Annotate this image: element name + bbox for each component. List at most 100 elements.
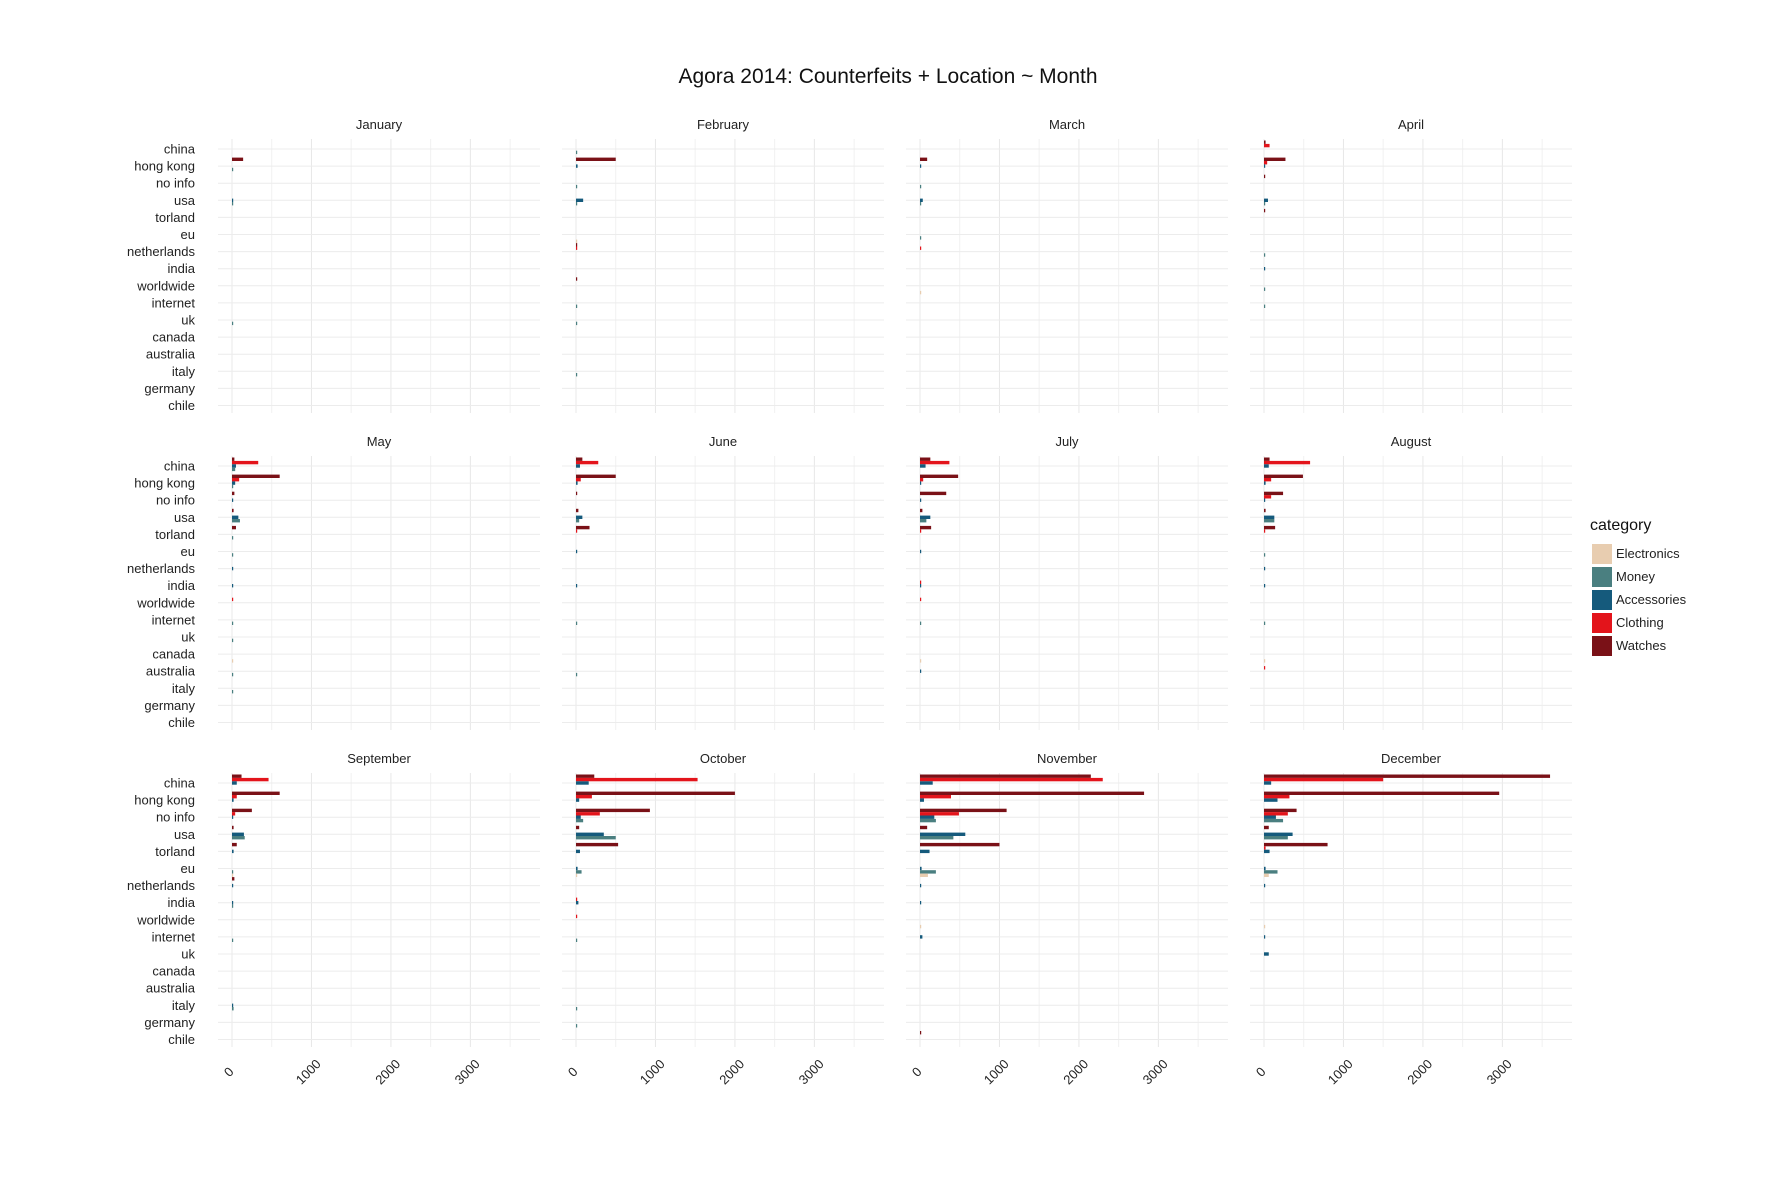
bar-accessories-no-info — [232, 815, 234, 819]
bar-accessories-eu — [920, 549, 922, 554]
x-tick-label: 3000 — [1484, 1056, 1515, 1087]
bar-clothing-hong-kong — [1264, 795, 1290, 799]
bar-accessories-eu — [1264, 866, 1266, 871]
y-tick-label: hong kong — [134, 793, 195, 808]
bar-watches-chile — [920, 1031, 922, 1035]
bar-money-internet — [1264, 621, 1266, 625]
bar-watches-china — [576, 457, 583, 461]
y-tick-label: uk — [181, 630, 195, 645]
bar-watches-usa — [576, 825, 580, 830]
y-tick-label: eu — [181, 544, 195, 559]
bar-accessories-china — [232, 781, 237, 785]
panel-december: December 0 1000 2000 3000 — [1250, 751, 1572, 1087]
panel-september: September china hong kong no info usa torland… — [127, 751, 540, 1087]
bar-money-uk — [232, 638, 234, 643]
bar-money-internet — [1264, 304, 1266, 308]
bar-watches-no-info — [1264, 491, 1284, 496]
bar-money-usa — [576, 836, 616, 840]
bar-watches-usa — [1264, 508, 1266, 513]
bar-money-usa — [232, 202, 234, 206]
bar-money-uk — [576, 321, 578, 326]
bar-electronics-worldwide — [1264, 924, 1266, 929]
panel-october: October 0 1000 2000 3000 — [562, 751, 884, 1087]
legend-label: Electronics — [1616, 546, 1680, 561]
legend-swatch-clothing — [1592, 613, 1612, 633]
bar-watches-hong-kong — [1264, 791, 1500, 795]
bar-electronics-eu — [1264, 873, 1269, 877]
bar-watches-no-info — [232, 491, 235, 496]
y-tick-label: torland — [155, 844, 195, 859]
bar-clothing-no-info — [232, 812, 236, 816]
bar-accessories-hong-kong — [576, 481, 578, 485]
bar-electronics-worldwide — [920, 924, 922, 929]
x-tick-label: 3000 — [796, 1056, 827, 1087]
bar-watches-usa — [1264, 825, 1269, 830]
bar-money-no-info — [1264, 818, 1284, 823]
bar-clothing-hong-kong — [576, 478, 581, 482]
bar-electronics-canada — [920, 659, 922, 663]
bar-accessories-torland — [1264, 849, 1270, 854]
bar-accessories-australia — [920, 669, 922, 673]
bar-accessories-usa — [1264, 515, 1275, 519]
bar-electronics-eu — [576, 239, 578, 243]
y-tick-label: internet — [152, 295, 196, 310]
bar-clothing-hong-kong — [1264, 478, 1272, 482]
y-tick-label: italy — [172, 364, 196, 379]
bar-watches-hong-kong — [576, 791, 735, 795]
bar-accessories-india — [232, 901, 234, 905]
legend-swatch-electronics — [1592, 544, 1612, 564]
bar-money-eu — [576, 870, 582, 874]
bar-watches-china — [1264, 457, 1270, 461]
y-tick-label: usa — [174, 510, 196, 525]
x-tick-label: 0 — [221, 1064, 237, 1080]
bar-watches-torland — [232, 525, 236, 530]
bar-accessories-no-info — [576, 815, 581, 819]
bar-watches-torland — [576, 525, 590, 530]
bar-money-internet — [576, 938, 578, 942]
bar-money-torland — [232, 536, 234, 540]
bar-clothing-india — [920, 580, 922, 584]
bar-electronics-canada — [232, 659, 234, 663]
bar-accessories-china — [920, 464, 926, 468]
panel-title: July — [1055, 434, 1079, 449]
bar-accessories-uk — [1264, 952, 1269, 956]
y-tick-label: no info — [156, 810, 195, 825]
bar-accessories-hong-kong — [576, 164, 578, 168]
bar-clothing-china — [576, 777, 698, 782]
bar-accessories-hong-kong — [920, 481, 922, 485]
bar-electronics-eu — [920, 873, 928, 877]
panel-february: February — [562, 117, 884, 413]
bar-accessories-usa — [232, 198, 234, 202]
bar-money-australia — [576, 672, 578, 677]
bar-clothing-torland — [1264, 846, 1266, 850]
bar-accessories-torland — [576, 849, 580, 854]
bar-accessories-netherlands — [1264, 883, 1266, 888]
bar-money-eu — [232, 553, 234, 557]
bar-accessories-india — [1264, 267, 1266, 271]
y-tick-label: germany — [144, 1015, 195, 1030]
bar-money-usa — [920, 202, 922, 206]
bar-clothing-torland — [1264, 529, 1266, 533]
bar-watches-usa — [920, 825, 928, 830]
bar-clothing-hong-kong — [1264, 161, 1268, 165]
bar-money-italy — [576, 373, 578, 377]
panel-january: January china hong kong no info usa torland eu… — [127, 117, 540, 413]
bar-money-no-info — [576, 818, 584, 823]
bar-money-india — [232, 904, 234, 908]
bar-clothing-torland — [920, 529, 922, 533]
bar-watches-usa — [576, 508, 579, 513]
bar-watches-no-info — [576, 491, 578, 496]
x-tick-label: 2000 — [1404, 1056, 1435, 1087]
y-tick-label: no info — [156, 493, 195, 508]
bar-money-usa — [1264, 202, 1266, 206]
bar-money-usa — [232, 836, 245, 840]
panel-july: July — [906, 434, 1228, 730]
x-tick-label: 3000 — [1140, 1056, 1171, 1087]
bar-clothing-china — [920, 777, 1103, 782]
y-tick-label: eu — [181, 227, 195, 242]
bar-accessories-usa — [1264, 198, 1268, 202]
bar-money-hong-kong — [232, 167, 234, 172]
y-tick-label: worldwide — [136, 912, 195, 927]
y-tick-label: germany — [144, 381, 195, 396]
